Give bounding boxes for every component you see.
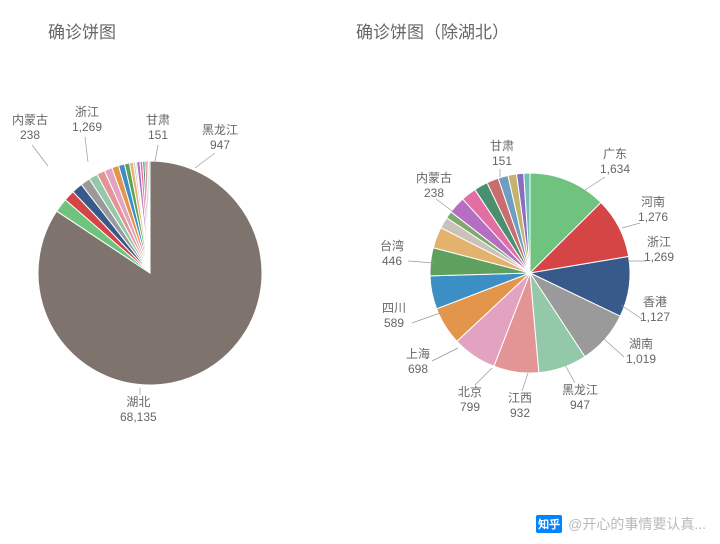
pie-label: 黑龙江947: [202, 123, 238, 153]
pie-label: 黑龙江947: [562, 383, 598, 413]
chart2-title: 确诊饼图（除湖北）: [356, 18, 509, 43]
zhihu-logo: 知乎: [536, 515, 562, 533]
pie-label: 香港1,127: [640, 295, 670, 325]
pie-label: 湖北68,135: [120, 395, 157, 425]
pie-label: 甘肃151: [490, 139, 514, 169]
pie-chart-all: 湖北68,135内蒙古238浙江1,269甘肃151黑龙江947: [30, 143, 302, 430]
pie-label: 四川589: [382, 301, 406, 331]
pie-label: 浙江1,269: [72, 105, 102, 135]
chart1-title: 确诊饼图: [48, 18, 116, 43]
pie-label: 河南1,276: [638, 195, 668, 225]
pie-label: 内蒙古238: [12, 113, 48, 143]
pie-label: 浙江1,269: [644, 235, 674, 265]
pie-label: 台湾446: [380, 239, 404, 269]
pie-label: 广东1,634: [600, 147, 630, 177]
pie-label: 湖南1,019: [626, 337, 656, 367]
pie-label: 北京799: [458, 385, 482, 415]
watermark: 知乎 @开心的事情要认真...: [536, 514, 706, 534]
pie-label: 内蒙古238: [416, 171, 452, 201]
charts-area: 湖北68,135内蒙古238浙江1,269甘肃151黑龙江947 广东1,634…: [0, 43, 720, 483]
pie-label: 江西932: [508, 391, 532, 421]
pie-label: 甘肃151: [146, 113, 170, 143]
pie-chart-excl-hubei: 广东1,634河南1,276浙江1,269香港1,127湖南1,019黑龙江94…: [400, 133, 670, 418]
watermark-text: @开心的事情要认真...: [568, 514, 706, 534]
pie-label: 上海698: [406, 347, 430, 377]
